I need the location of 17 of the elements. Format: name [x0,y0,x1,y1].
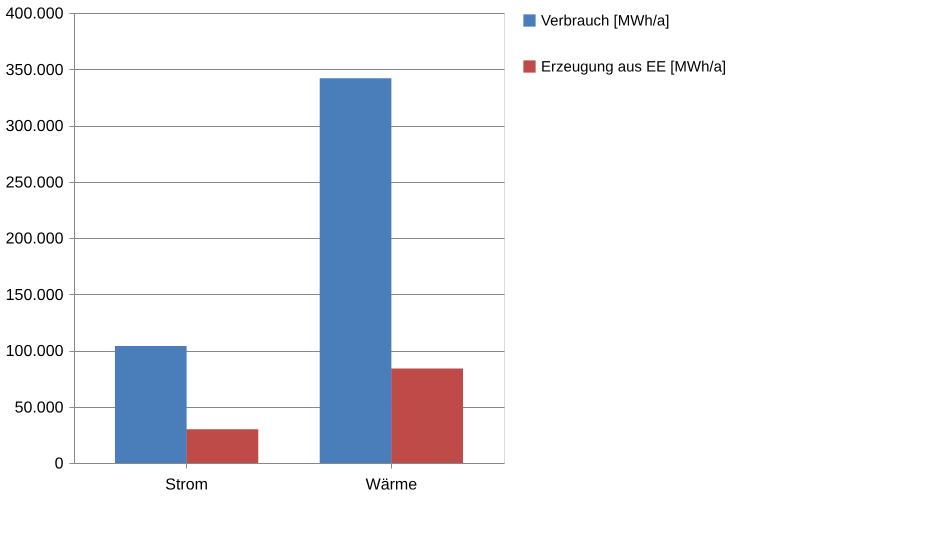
y-tick-label: 350.000 [6,62,64,79]
x-tick-label: Strom [165,476,208,494]
y-tick-label: 100.000 [6,343,64,360]
y-tick-label: 150.000 [6,286,64,304]
y-tick-label: 250.000 [6,174,64,192]
y-tick-label: 300.000 [6,118,64,135]
y-tick-label: 0 [54,456,64,472]
bar [320,78,392,463]
legend-label: Erzeugung aus EE [MWh/a] [541,58,726,76]
x-tick-label: Wärme [366,476,418,494]
legend-label: Verbrauch [MWh/a] [541,12,670,30]
bar [114,346,187,463]
y-tick-label: 200.000 [6,230,64,248]
bar [186,429,258,463]
bar [391,368,464,463]
y-tick-label: 50.000 [14,399,64,416]
y-tick-label: 400.000 [6,6,64,22]
